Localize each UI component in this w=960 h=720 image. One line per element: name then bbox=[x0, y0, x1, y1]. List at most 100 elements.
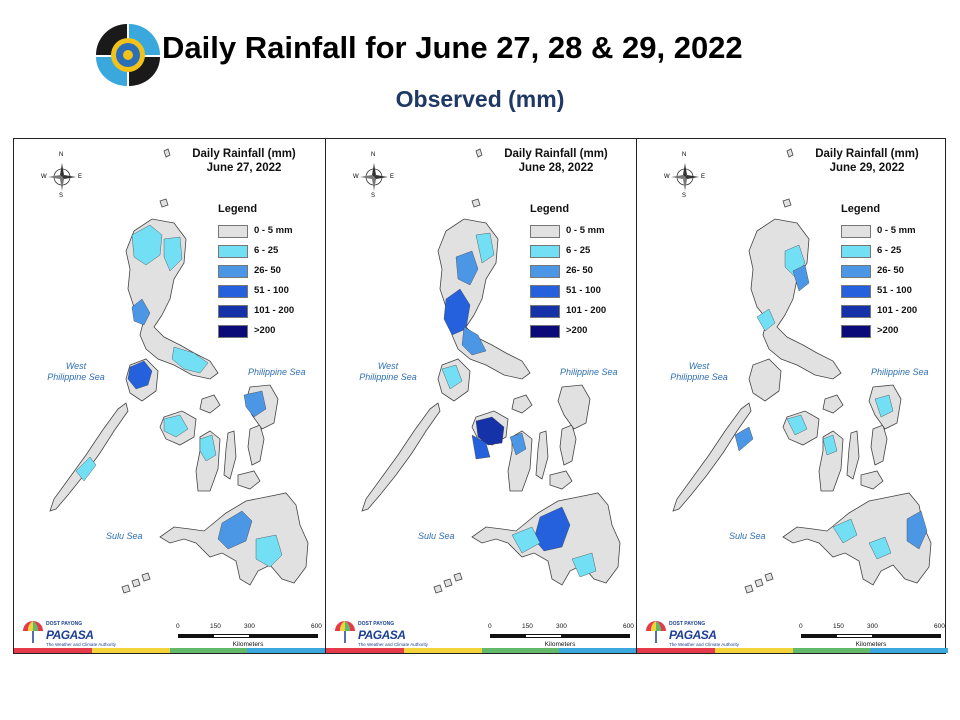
compass-s: S bbox=[371, 193, 376, 199]
scale-tick: 300 bbox=[556, 623, 567, 630]
legend-swatch bbox=[841, 285, 871, 298]
map-panel-june-29: N S W E Daily Rainfall (mm) June 29, 202… bbox=[636, 139, 948, 653]
west-philippine-sea-label: West Philippine Sea bbox=[348, 361, 428, 383]
rainfall-area bbox=[255, 534, 283, 568]
map-panel-june-28: N S W E Daily Rainfall (mm) June 28, 202… bbox=[325, 139, 637, 653]
legend-swatch bbox=[218, 325, 248, 338]
pagasa-logo: DOST PAYONG PAGASA The Weather and Clima… bbox=[332, 617, 444, 649]
compass-w: W bbox=[353, 174, 359, 180]
footer-color-bar bbox=[326, 648, 637, 653]
map-panel-june-27: N S W E Daily Rainfall (mm) June 27, 202… bbox=[14, 139, 325, 653]
compass-n: N bbox=[59, 152, 64, 158]
sulu-sea-label: Sulu Sea bbox=[106, 531, 143, 541]
island-babuyan bbox=[782, 198, 792, 208]
rainfall-area bbox=[874, 394, 894, 418]
maps-frame: N S W E Daily Rainfall (mm) June 27, 202… bbox=[13, 138, 948, 654]
scale-bar: 0 150 300 600 Kilometers bbox=[797, 623, 945, 651]
legend-swatch bbox=[218, 265, 248, 278]
scale-bar: 0 150 300 600 Kilometers bbox=[174, 623, 322, 651]
color-segment bbox=[870, 648, 948, 653]
rainfall-area bbox=[475, 232, 495, 264]
color-segment bbox=[91, 648, 170, 653]
island-leyte bbox=[559, 424, 577, 466]
sulu-sea-label: Sulu Sea bbox=[729, 531, 766, 541]
philippine-sea-label: Philippine Sea bbox=[871, 367, 929, 377]
legend-label: 6 - 25 bbox=[566, 245, 591, 256]
footer-color-bar bbox=[637, 648, 948, 653]
legend-swatch bbox=[841, 325, 871, 338]
scale-tick: 150 bbox=[522, 623, 533, 630]
island-bohol bbox=[860, 470, 884, 490]
scale-tick: 0 bbox=[488, 623, 492, 630]
color-segment bbox=[247, 648, 325, 653]
color-segment bbox=[403, 648, 482, 653]
rainfall-area bbox=[509, 432, 527, 456]
legend-swatch bbox=[530, 245, 560, 258]
compass-e: E bbox=[701, 174, 706, 180]
legend-label: 51 - 100 bbox=[877, 285, 912, 296]
rainfall-area bbox=[461, 326, 487, 356]
rainfall-area bbox=[832, 518, 858, 544]
rainfall-area bbox=[217, 510, 253, 550]
legend-swatch bbox=[841, 305, 871, 318]
legend-title: Legend bbox=[841, 203, 881, 215]
island-sulu bbox=[433, 572, 463, 594]
panel-heading: Daily Rainfall (mm) bbox=[192, 148, 296, 160]
compass-n: N bbox=[371, 152, 376, 158]
rainfall-area bbox=[756, 308, 776, 332]
legend-swatch bbox=[841, 245, 871, 258]
legend-swatch bbox=[530, 225, 560, 238]
panel-heading: Daily Rainfall (mm) bbox=[815, 148, 919, 160]
scale-bar: 0 150 300 600 Kilometers bbox=[486, 623, 634, 651]
pagasa-seal-logo bbox=[96, 24, 160, 86]
legend-label: 51 - 100 bbox=[566, 285, 601, 296]
island-cebu bbox=[535, 430, 549, 480]
west-philippine-sea-label: West Philippine Sea bbox=[36, 361, 116, 383]
west-philippine-sea-label: West Philippine Sea bbox=[659, 361, 739, 383]
pagasa-logo: DOST PAYONG PAGASA The Weather and Clima… bbox=[20, 617, 132, 649]
scale-track bbox=[490, 634, 630, 638]
compass-s: S bbox=[59, 193, 64, 199]
island-masbate bbox=[822, 394, 844, 414]
island-batanes bbox=[163, 148, 171, 158]
color-segment bbox=[637, 648, 715, 653]
color-segment bbox=[792, 648, 871, 653]
scale-tick: 600 bbox=[311, 623, 322, 630]
island-palawan bbox=[49, 402, 129, 512]
page-subtitle: Observed (mm) bbox=[395, 86, 565, 112]
island-batanes bbox=[475, 148, 483, 158]
rainfall-area bbox=[792, 264, 810, 292]
legend-label: >200 bbox=[254, 325, 276, 336]
scale-tick: 600 bbox=[623, 623, 634, 630]
sea-label-line: Philippine Sea bbox=[359, 372, 417, 382]
sea-label-line: West bbox=[688, 361, 710, 371]
brand-small: DOST PAYONG bbox=[46, 621, 83, 627]
rainfall-area bbox=[171, 346, 209, 374]
island-luzon bbox=[748, 218, 842, 380]
rainfall-overlay bbox=[734, 244, 928, 560]
legend-title: Legend bbox=[218, 203, 258, 215]
philippines-map bbox=[672, 148, 932, 594]
panel-title: Daily Rainfall (mm) June 27, 2022 bbox=[174, 147, 314, 175]
legend-label: 6 - 25 bbox=[877, 245, 902, 256]
legend-swatch bbox=[530, 305, 560, 318]
brand-small: DOST PAYONG bbox=[669, 621, 706, 627]
compass-e: E bbox=[78, 174, 83, 180]
sea-label-line: Philippine Sea bbox=[47, 372, 105, 382]
legend-swatch bbox=[218, 245, 248, 258]
legend-label: 0 - 5 mm bbox=[254, 225, 293, 236]
panel-title: Daily Rainfall (mm) June 28, 2022 bbox=[486, 147, 626, 175]
island-mindoro bbox=[748, 358, 782, 402]
rainfall-area bbox=[868, 536, 892, 560]
scale-tick: 0 bbox=[799, 623, 803, 630]
rainfall-area bbox=[243, 390, 267, 418]
island-palawan bbox=[361, 402, 441, 512]
island-batanes bbox=[786, 148, 794, 158]
rainfall-area bbox=[906, 510, 928, 550]
island-cebu bbox=[846, 430, 860, 480]
umbrella-icon bbox=[23, 621, 43, 643]
page-title: Daily Rainfall for June 27, 28 & 29, 202… bbox=[162, 30, 743, 65]
legend-label: 26- 50 bbox=[254, 265, 281, 276]
rainfall-area bbox=[75, 456, 97, 482]
philippine-sea-label: Philippine Sea bbox=[560, 367, 618, 377]
